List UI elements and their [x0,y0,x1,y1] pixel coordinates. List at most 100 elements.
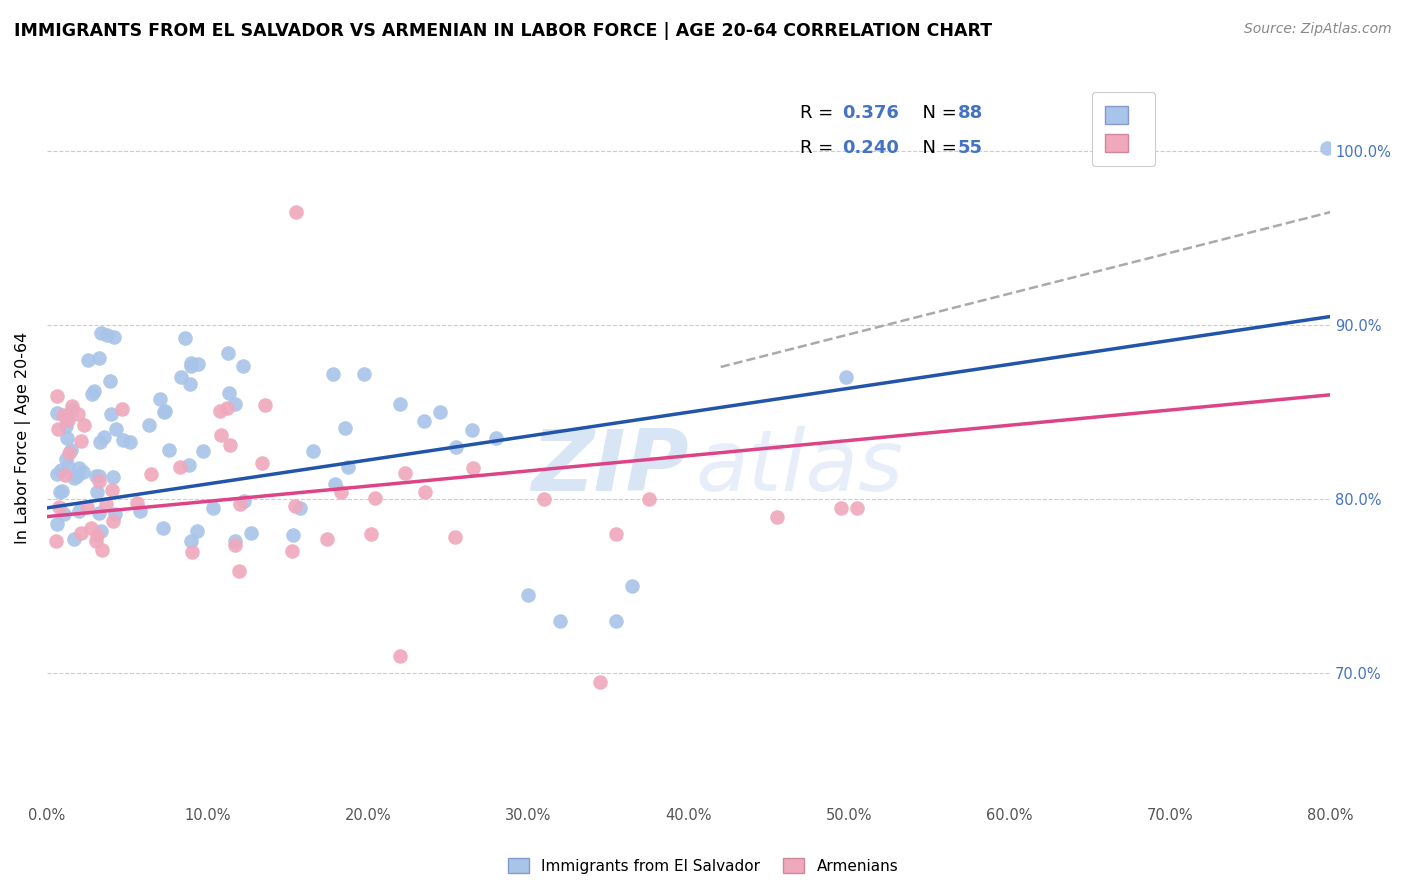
Point [90,326,112,340]
Point [253,399,276,413]
Point [191,444,214,458]
Point [224,397,246,411]
Point [89,475,111,489]
Point [429,405,451,419]
Point [461,461,484,475]
Text: 55: 55 [957,139,983,157]
Text: R =: R = [800,139,839,157]
Point [180,355,202,369]
Text: atlas: atlas [695,426,903,509]
Point [152,520,174,534]
Point [589,674,612,689]
Point [209,428,232,442]
Point [103,470,125,484]
Point [127,496,149,510]
Point [60,399,83,413]
Point [45,534,67,549]
Point [281,544,304,558]
Point [60,403,83,417]
Point [170,370,193,384]
Point [103,330,125,344]
Point [337,460,360,475]
Point [180,534,202,549]
Point [63,470,86,484]
Point [233,494,256,508]
Point [45,517,67,532]
Point [157,442,180,457]
Point [72,465,94,479]
Point [533,492,555,507]
Text: IMMIGRANTS FROM EL SALVADOR VS ARMENIAN IN LABOR FORCE | AGE 20-64 CORRELATION C: IMMIGRANTS FROM EL SALVADOR VS ARMENIAN … [14,22,993,40]
Text: 88: 88 [957,103,983,121]
Text: N =: N = [911,139,962,157]
Point [86,528,108,542]
Point [315,533,337,547]
Point [104,507,127,521]
Point [169,459,191,474]
Point [605,614,627,628]
Y-axis label: In Labor Force | Age 20-64: In Labor Force | Age 20-64 [15,332,31,544]
Point [181,545,204,559]
Point [364,491,387,505]
Point [91,543,114,558]
Point [444,530,467,544]
Point [201,501,224,516]
Point [51,483,73,498]
Point [86,484,108,499]
Point [180,359,202,373]
Point [103,514,125,528]
Text: 0.240: 0.240 [842,139,900,157]
Point [53,507,76,521]
Point [93,430,115,444]
Legend: Immigrants from El Salvador, Armenians: Immigrants from El Salvador, Armenians [502,852,904,880]
Point [621,579,644,593]
Point [388,396,411,410]
Legend: , : , [1092,92,1156,166]
Point [89,435,111,450]
Point [111,401,134,416]
Point [98,375,121,389]
Point [69,434,91,448]
Point [83,384,105,399]
Text: N =: N = [911,103,962,121]
Point [240,526,263,541]
Point [388,648,411,663]
Point [58,445,80,459]
Point [155,403,177,417]
Point [46,421,69,435]
Point [187,357,209,371]
Point [208,404,231,418]
Point [72,417,94,432]
Text: Source: ZipAtlas.com: Source: ZipAtlas.com [1244,22,1392,37]
Point [323,476,346,491]
Point [45,389,67,403]
Point [302,443,325,458]
Point [444,440,467,454]
Point [413,414,436,428]
Point [138,417,160,432]
Point [218,385,240,400]
Point [87,506,110,520]
Point [329,485,352,500]
Point [56,413,79,427]
Point [288,500,311,515]
Point [186,524,208,538]
Point [96,327,118,342]
Point [55,452,77,467]
Point [90,524,112,538]
Point [322,367,344,381]
Point [139,467,162,482]
Point [62,532,84,546]
Point [48,500,70,514]
Point [485,431,508,445]
Point [250,456,273,470]
Point [228,497,250,511]
Point [179,458,201,472]
Text: 0.376: 0.376 [842,103,900,121]
Point [45,406,67,420]
Point [66,407,89,421]
Point [224,533,246,548]
Point [70,525,93,540]
Point [76,352,98,367]
Point [49,484,72,499]
